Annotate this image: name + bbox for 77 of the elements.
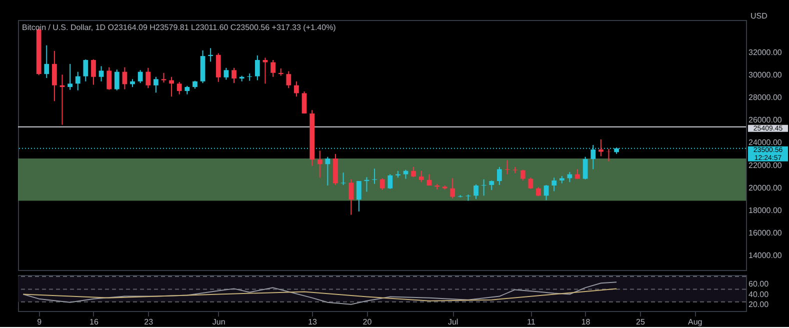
candlestick [575,168,580,180]
candlestick [208,48,214,62]
candlestick [348,178,354,216]
candlestick [325,156,330,186]
candlestick [403,169,408,180]
candlestick [169,76,174,98]
candlestick [254,54,260,81]
candlestick [83,58,88,82]
y-tick-label: 32000.00 [748,48,782,58]
candlestick [474,184,478,200]
x-tick-label: Jun [212,318,226,326]
x-tick-label: 9 [37,318,42,326]
candlestick [388,174,393,190]
y-tick-label: 30000.00 [748,70,782,80]
candlestick [270,59,276,78]
y-tick-label: 18000.00 [748,206,782,215]
candlestick [146,67,151,89]
x-tick-label: 25 [636,318,646,326]
x-tick-label: 16 [90,318,99,326]
candlestick [114,69,120,91]
candlestick [372,168,377,184]
candlestick [356,180,362,212]
y-axis-title: USD [750,12,768,20]
line-series [22,282,618,305]
y-tick-label: 26000.00 [748,116,782,125]
candlestick [340,172,346,186]
candlestick [598,138,604,157]
x-tick-label: 20 [362,318,372,326]
candlestick [98,66,104,82]
candlestick [52,50,57,102]
candlestick [286,70,292,89]
candlestick [294,80,299,98]
candlestick [528,177,534,190]
candlestick [582,156,588,180]
y-tick-label: 20.00 [748,300,770,309]
candlestick [552,177,557,192]
candlestick [106,66,112,90]
candlestick [153,76,158,94]
candlestick [536,186,541,197]
candlestick [489,180,494,191]
candlestick [224,67,229,80]
candlestick [411,166,416,178]
candlestick [232,67,236,84]
candlestick [450,178,456,199]
y-tick-label: 24000.00 [748,138,782,148]
x-tick-label: Jul [448,318,458,326]
candlestick [216,52,221,82]
candlestick [91,58,96,86]
y-tick-label: 40.00 [748,290,770,299]
candlestick [176,81,182,95]
x-tick-label: 23 [144,318,154,326]
x-tick-label: 18 [581,318,591,326]
candlestick [44,44,50,78]
x-tick-label: 11 [527,318,536,326]
candlestick [138,70,143,84]
y-tick-label: 14000.00 [748,250,782,260]
chart-title: Bitcoin / U.S. Dollar, 1D O23164.09 H23579.81 L23011.60 C23500.56 +317.33 (+1.40%) [22,23,336,32]
y-tick-label: 60.00 [748,280,770,289]
candlestick [544,184,549,201]
candlestick [380,178,385,191]
candlestick [496,166,502,186]
candlestick [418,170,424,183]
candlestick [75,71,80,91]
candlestick [504,160,510,175]
y-tick-label: 28000.00 [748,93,782,102]
candlestick [317,150,322,178]
candlestick [302,91,307,114]
line-series [22,288,618,302]
candlestick [481,178,486,196]
x-tick-label: Aug [688,318,702,326]
candlestick [68,63,72,90]
candlestick [520,169,526,181]
y-tick-label: 20000.00 [748,183,782,192]
y-tick-label: 22000.00 [748,160,782,170]
x-tick-label: 13 [308,318,318,326]
candlestick [247,72,252,82]
y-tick-label: 16000.00 [748,228,782,238]
